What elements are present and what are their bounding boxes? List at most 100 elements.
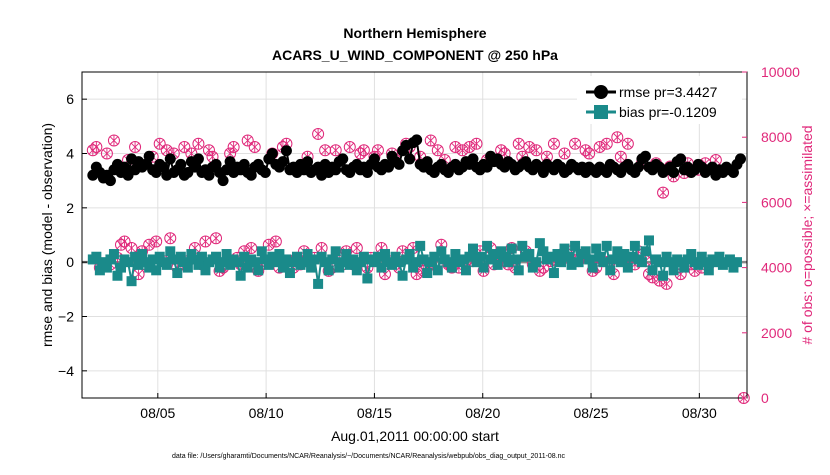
obs-possible-circle — [569, 137, 582, 150]
obs-possible-circle — [153, 137, 166, 150]
obs-count-marker — [523, 140, 536, 153]
bias-point — [506, 243, 517, 254]
legend-bias-marker — [594, 105, 608, 119]
bias-point — [200, 265, 211, 276]
obs-possible-circle — [530, 144, 543, 157]
bias-point — [594, 251, 605, 262]
bias-point — [175, 251, 186, 262]
bias-point — [348, 254, 359, 265]
legend-rmse-marker — [594, 85, 608, 99]
bias-point — [260, 254, 271, 265]
bias-point — [306, 262, 317, 273]
bias-point — [647, 265, 658, 276]
bias-point — [429, 251, 440, 262]
x-axis: 08/05 08/10 08/15 08/20 08/25 08/30 — [140, 393, 717, 421]
obs-count-marker — [210, 232, 223, 245]
bias-point — [144, 262, 155, 273]
bias-point — [151, 265, 162, 276]
bias-point — [703, 265, 714, 276]
bias-point — [351, 265, 362, 276]
obs-count-marker — [329, 144, 342, 157]
bias-point — [323, 265, 334, 276]
obs-count-marker — [150, 235, 163, 248]
rmse-point — [404, 153, 416, 165]
bias-point — [344, 259, 355, 270]
bias-point — [460, 265, 471, 276]
bias-point — [636, 257, 647, 268]
obs-possible-circle — [614, 150, 627, 163]
obs-count-marker — [614, 150, 627, 163]
obs-possible-circle — [611, 131, 624, 144]
bias-point — [299, 257, 310, 268]
bias-point — [714, 251, 725, 262]
bias-point — [612, 246, 623, 257]
obs-possible-circle — [547, 137, 560, 150]
rmse-point — [675, 153, 687, 165]
obs-count-marker — [583, 147, 596, 160]
x-tick-label: 08/25 — [574, 405, 609, 421]
bias-point — [471, 257, 482, 268]
obs-count-marker — [530, 144, 543, 157]
obs-count-marker — [357, 144, 370, 157]
bias-point — [98, 257, 109, 268]
obs-count-marker — [227, 140, 240, 153]
obs-possible-circle — [150, 235, 163, 248]
obs-count-marker — [100, 147, 113, 160]
obs-possible-circle — [357, 144, 370, 157]
bias-point — [408, 262, 419, 273]
bias-point — [411, 257, 422, 268]
bias-point — [316, 251, 327, 262]
bias-point — [284, 268, 295, 279]
right-tick-label: 8000 — [761, 129, 792, 145]
bias-point — [281, 254, 292, 265]
obs-possible-circle — [600, 137, 613, 150]
bias-point — [422, 268, 433, 279]
right-axis: 0 2000 4000 6000 8000 10000 — [742, 64, 800, 406]
bias-point — [475, 251, 486, 262]
obs-count-marker — [107, 134, 120, 147]
bias-point — [182, 262, 193, 273]
bias-point — [679, 262, 690, 273]
bias-point — [327, 254, 338, 265]
obs-count-marker — [269, 235, 282, 248]
plot-area — [81, 71, 748, 399]
bias-point — [563, 251, 574, 262]
bias-point — [189, 254, 200, 265]
bias-point — [394, 257, 405, 268]
bias-point — [369, 257, 380, 268]
obs-count-marker — [424, 134, 437, 147]
bias-point — [147, 254, 158, 265]
rmse-point — [337, 153, 349, 165]
left-tick-label: 0 — [66, 254, 74, 270]
bias-point — [137, 249, 148, 260]
rmse-series — [87, 134, 747, 187]
bias-point — [355, 257, 366, 268]
bias-point — [130, 251, 141, 262]
bias-point — [123, 257, 134, 268]
obs-count-marker — [199, 235, 212, 248]
chart-title-line1: Northern Hemisphere — [343, 25, 486, 41]
obs-possible-circle — [579, 144, 592, 157]
bias-point — [161, 259, 172, 270]
bias-point — [390, 251, 401, 262]
bias-point — [274, 249, 285, 260]
bias-point — [552, 249, 563, 260]
bias-point — [485, 254, 496, 265]
bias-point — [263, 259, 274, 270]
right-tick-label: 6000 — [761, 194, 792, 210]
bias-point — [379, 249, 390, 260]
rmse-point — [668, 167, 680, 179]
bias-point — [626, 251, 637, 262]
x-axis-label: Aug.01,2011 00:00:00 start — [331, 428, 499, 444]
obs-possible-circle — [593, 140, 606, 153]
obs-possible-circle — [210, 232, 223, 245]
bias-point — [140, 257, 151, 268]
obs-count-marker — [245, 242, 258, 255]
obs-possible-circle — [456, 144, 469, 157]
obs-possible-circle — [248, 140, 261, 153]
bias-point — [172, 268, 183, 279]
bias-point — [436, 246, 447, 257]
obs-possible-circle — [164, 232, 177, 245]
bias-point — [608, 254, 619, 265]
